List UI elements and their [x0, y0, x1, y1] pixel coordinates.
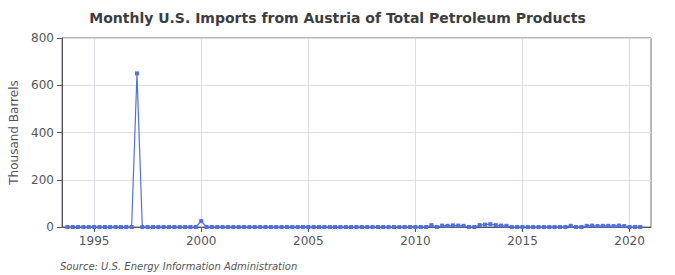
svg-text:2005: 2005 [293, 234, 324, 248]
svg-text:2010: 2010 [400, 234, 431, 248]
svg-text:0: 0 [46, 220, 54, 234]
svg-text:200: 200 [31, 173, 54, 187]
svg-text:400: 400 [31, 126, 54, 140]
svg-text:Monthly U.S. Imports from Aust: Monthly U.S. Imports from Austria of Tot… [89, 10, 586, 26]
svg-text:600: 600 [31, 78, 54, 92]
svg-text:2000: 2000 [186, 234, 217, 248]
svg-text:2020: 2020 [614, 234, 645, 248]
svg-text:800: 800 [31, 31, 54, 45]
svg-text:Thousand Barrels: Thousand Barrels [7, 80, 21, 185]
svg-text:1995: 1995 [79, 234, 110, 248]
svg-text:2015: 2015 [507, 234, 538, 248]
svg-text:Source: U.S. Energy Informatio: Source: U.S. Energy Information Administ… [60, 261, 297, 272]
